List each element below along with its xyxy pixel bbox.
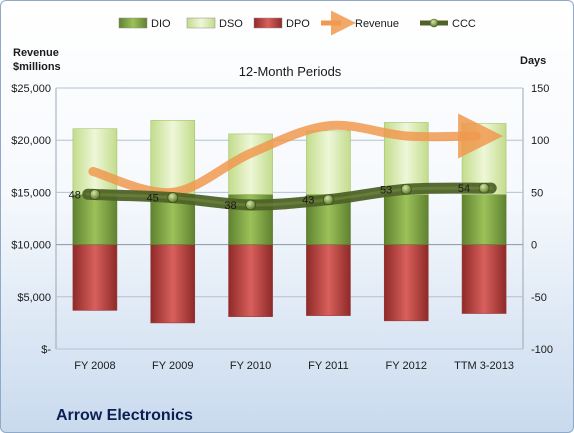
- data-label-0: 48: [69, 189, 81, 201]
- ccc-marker-3: [323, 194, 334, 206]
- left-tick-label-5: $25,000: [11, 83, 51, 95]
- legend-label-dpo: DPO: [286, 18, 310, 30]
- legend-label-dio: DIO: [151, 18, 171, 30]
- legend-label-ccc: CCC: [452, 18, 476, 30]
- category-label-5: TTM 3-2013: [454, 360, 514, 372]
- left-tick-label-0: $-: [41, 344, 51, 356]
- bar-dpo-2: [228, 244, 273, 317]
- category-label-0: FY 2008: [74, 360, 115, 372]
- left-axis-title-0: Revenue: [13, 47, 59, 59]
- bars: [72, 120, 507, 324]
- bar-dio-5: [461, 194, 507, 245]
- bar-dpo-1: [150, 244, 196, 324]
- ccc-marker-2: [245, 199, 256, 211]
- ccc-line-highlight: [86, 186, 493, 207]
- company-title: Arrow Electronics: [56, 407, 193, 424]
- left-tick-label-4: $20,000: [11, 135, 51, 147]
- lines: [82, 113, 504, 211]
- right-tick-label-0: -100: [531, 344, 553, 356]
- right-axis-title: Days: [520, 55, 546, 67]
- category-label-4: FY 2012: [386, 360, 427, 372]
- category-label-3: FY 2011: [308, 360, 349, 372]
- right-tick-label-3: 50: [531, 187, 543, 199]
- bar-dso-3: [306, 130, 351, 195]
- data-label-3: 43: [302, 195, 314, 207]
- legend-swatch-dpo: [253, 17, 283, 29]
- ccc-marker-1: [167, 192, 179, 204]
- data-label-1: 45: [147, 193, 159, 205]
- gridlines: [55, 87, 524, 350]
- bar-dpo-3: [306, 244, 351, 316]
- right-tick-label-1: -50: [531, 292, 547, 304]
- data-label-4: 53: [380, 184, 392, 196]
- legend-marker-ccc: [429, 18, 439, 28]
- legend-label-dso: DSO: [219, 18, 243, 30]
- legend: DIO DSO DPO Revenue CCC: [118, 10, 476, 36]
- bar-dpo-5: [461, 244, 507, 314]
- bar-dio-4: [383, 194, 429, 245]
- category-label-1: FY 2009: [152, 360, 193, 372]
- right-tick-label-2: 0: [531, 240, 537, 252]
- left-tick-label-3: $15,000: [11, 187, 51, 199]
- bar-dio-0: [72, 194, 118, 245]
- data-label-2: 38: [224, 200, 236, 212]
- axis-text: 48 45 38 43 53 54 $- $5,000 $10,000 $15,000 $20,00…: [11, 47, 553, 372]
- ccc-marker-4: [400, 183, 412, 195]
- bar-dpo-4: [383, 244, 429, 322]
- bar-dso-1: [150, 120, 196, 195]
- left-tick-label-1: $5,000: [17, 292, 51, 304]
- left-tick-label-2: $10,000: [11, 240, 51, 252]
- right-tick-label-5: 150: [531, 83, 549, 95]
- left-axis-title-1: $millions: [13, 61, 61, 73]
- bar-dpo-0: [72, 244, 118, 311]
- category-label-2: FY 2010: [230, 360, 271, 372]
- ccc-marker-0: [89, 189, 101, 200]
- right-tick-label-4: 100: [531, 135, 549, 147]
- legend-swatch-dio: [118, 17, 148, 29]
- bar-dso-0: [72, 128, 118, 195]
- legend-swatch-dso: [186, 17, 216, 29]
- chart-title: 12-Month Periods: [239, 64, 342, 79]
- data-label-5: 54: [458, 183, 470, 195]
- ccc-marker-5: [478, 182, 490, 194]
- legend-label-revenue: Revenue: [355, 18, 399, 30]
